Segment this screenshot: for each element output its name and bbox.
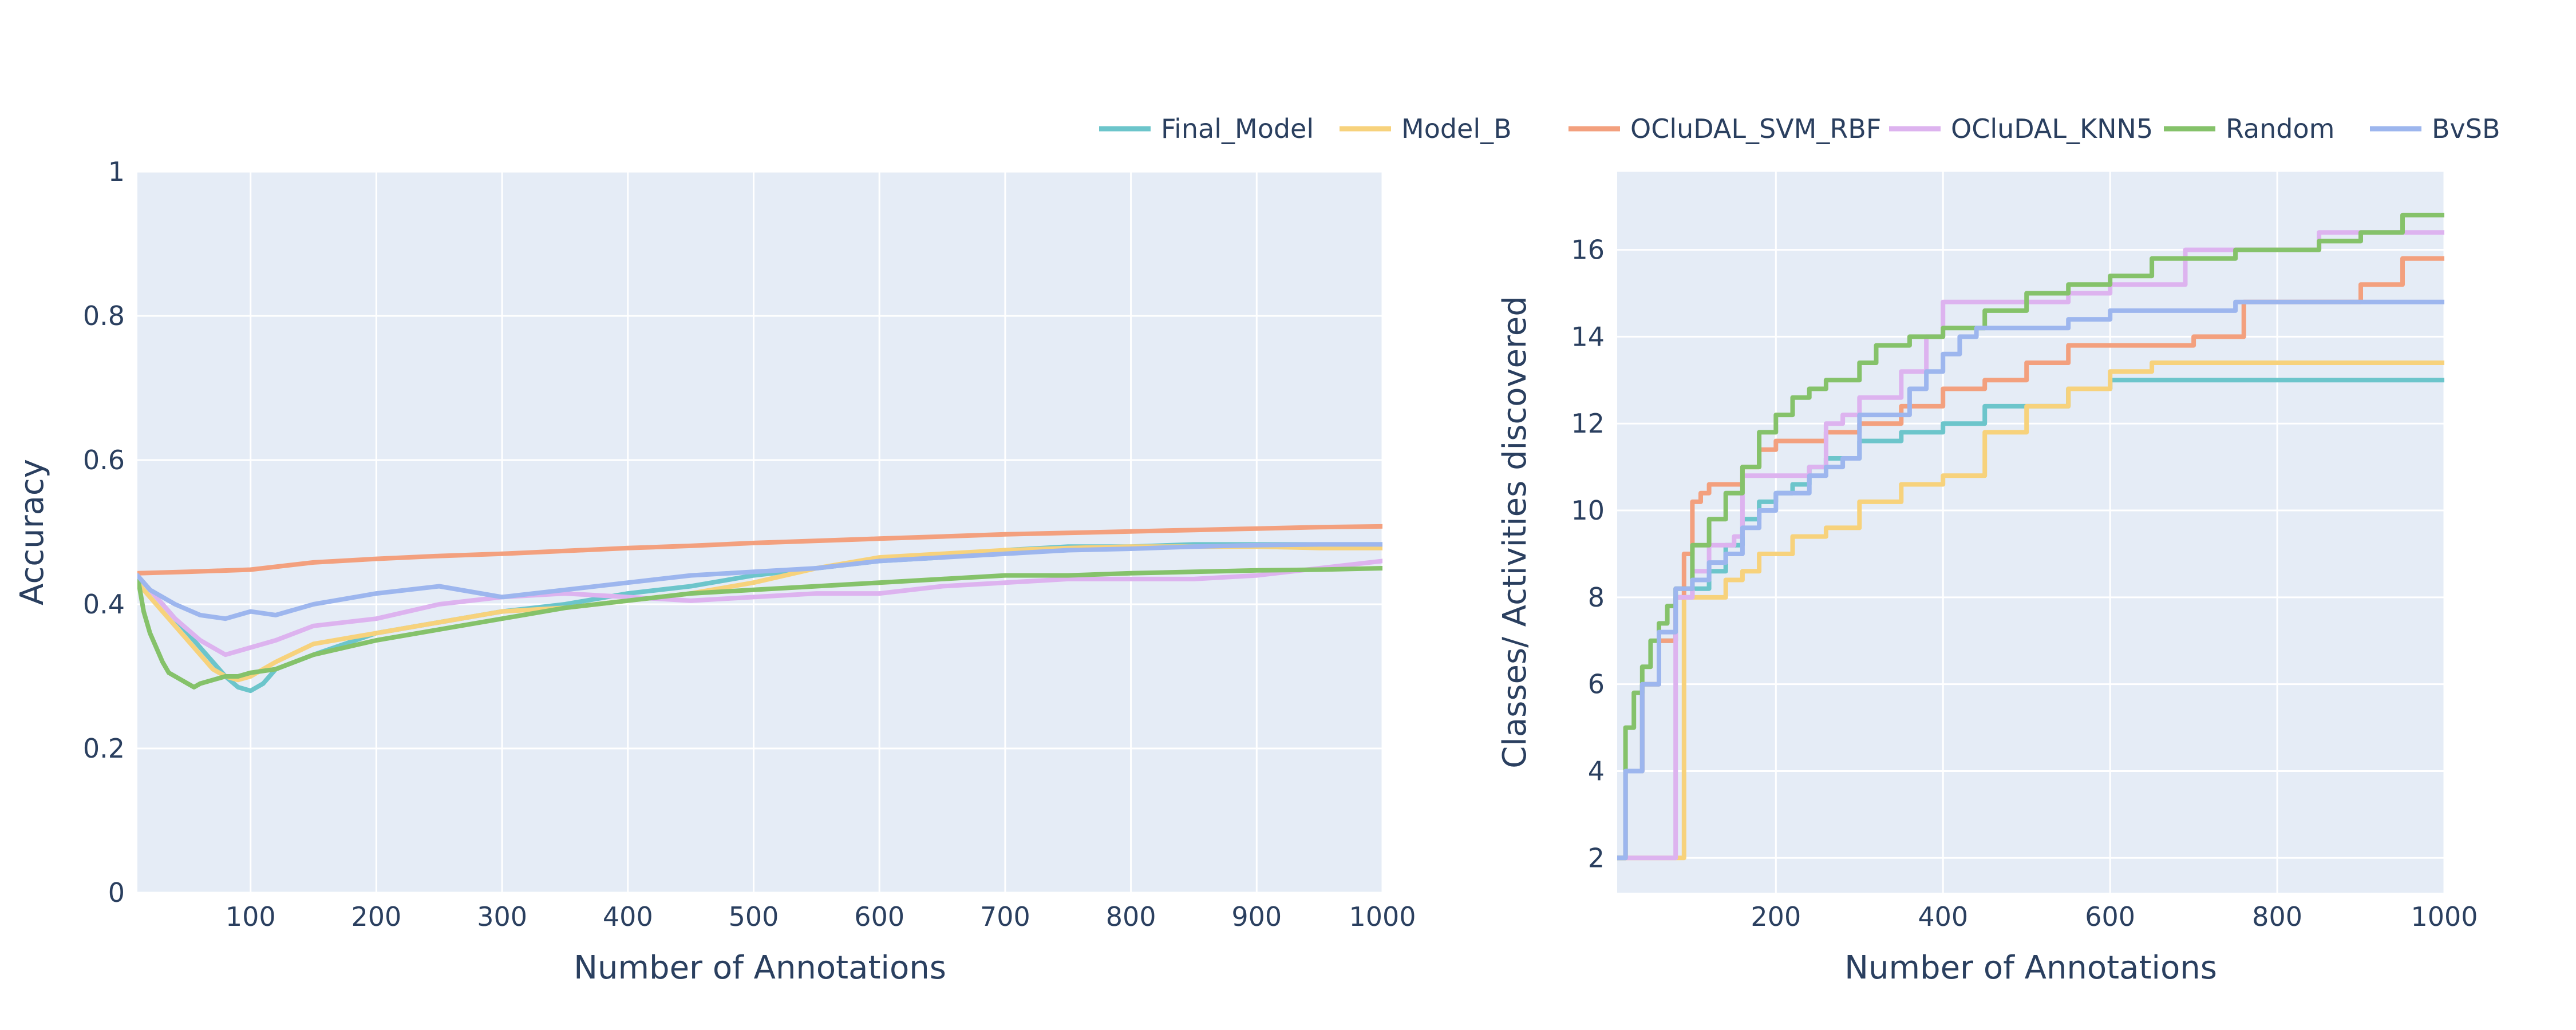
legend: Final_Model Model_B OCluDAL_SVM_RBF OCluDAL… bbox=[1099, 113, 2500, 144]
y-tick-label: 0.8 bbox=[83, 300, 125, 331]
legend-item-model-b[interactable]: Model_B bbox=[1340, 113, 1512, 144]
y-tick-label: 14 bbox=[1571, 321, 1605, 352]
y-tick-label: 10 bbox=[1571, 495, 1605, 526]
x-tick-label: 500 bbox=[729, 901, 779, 932]
series-line-random bbox=[137, 566, 1382, 690]
legend-item-random[interactable]: Random bbox=[2164, 113, 2334, 144]
series-line-bvsb bbox=[137, 542, 1382, 621]
legend-label: Final_Model bbox=[1161, 113, 1314, 144]
y-tick-label: 12 bbox=[1571, 408, 1605, 439]
y-tick-label: 16 bbox=[1571, 235, 1605, 266]
x-tick-label: 400 bbox=[1918, 901, 1968, 932]
y-tick-label: 0.6 bbox=[83, 445, 125, 476]
y-axis-title: Classes/ Activities discovered bbox=[1496, 296, 1534, 768]
legend-label: Random bbox=[2226, 113, 2334, 144]
x-tick-label: 700 bbox=[980, 901, 1030, 932]
y-tick-label: 8 bbox=[1588, 582, 1605, 613]
x-tick-label: 800 bbox=[1106, 901, 1156, 932]
x-tick-label: 1000 bbox=[1349, 901, 1416, 932]
legend-label: Model_B bbox=[1401, 113, 1512, 144]
y-tick-label: 0.4 bbox=[83, 589, 125, 620]
x-tick-label: 100 bbox=[226, 901, 276, 932]
y-axis-title: Accuracy bbox=[14, 459, 51, 605]
legend-label: OCluDAL_SVM_RBF bbox=[1630, 113, 1881, 144]
x-axis-title: Number of Annotations bbox=[1844, 949, 2217, 987]
y-tick-label: 1 bbox=[108, 156, 125, 187]
x-tick-label: 900 bbox=[1231, 901, 1282, 932]
series-line-model-b bbox=[1617, 360, 2444, 861]
y-tick-label: 0 bbox=[108, 877, 125, 908]
x-tick-label: 200 bbox=[1751, 901, 1801, 932]
legend-label: BvSB bbox=[2432, 113, 2500, 144]
x-axis-title: Number of Annotations bbox=[574, 949, 946, 987]
series-line-random bbox=[1617, 212, 2444, 861]
legend-item-final-model[interactable]: Final_Model bbox=[1099, 113, 1314, 144]
legend-label: OCluDAL_KNN5 bbox=[1951, 113, 2153, 144]
series-line-bvsb bbox=[1617, 299, 2444, 861]
x-tick-label: 300 bbox=[477, 901, 527, 932]
x-tick-label: 400 bbox=[603, 901, 653, 932]
legend-item-ocludal-svm-rbf[interactable]: OCluDAL_SVM_RBF bbox=[1568, 113, 1881, 144]
series-line-ocludal-svm-rbf bbox=[137, 524, 1382, 576]
series-line-ocludal-knn5 bbox=[1617, 230, 2444, 861]
x-tick-label: 800 bbox=[2252, 901, 2302, 932]
x-tick-label: 1000 bbox=[2411, 901, 2478, 932]
x-tick-label: 200 bbox=[351, 901, 402, 932]
y-tick-label: 6 bbox=[1588, 669, 1605, 700]
series-line-ocludal-knn5 bbox=[137, 558, 1382, 657]
subplot-classes-discovered: 200 400 600 800 1000 2 4 6 8 10 12 14 16 Number of An… bbox=[1496, 172, 2478, 987]
legend-item-bvsb[interactable]: BvSB bbox=[2370, 113, 2500, 144]
y-tick-label: 2 bbox=[1588, 842, 1605, 873]
legend-item-ocludal-knn5[interactable]: OCluDAL_KNN5 bbox=[1889, 113, 2153, 144]
x-tick-label: 600 bbox=[2085, 901, 2135, 932]
y-tick-label: 0.2 bbox=[83, 733, 125, 764]
x-tick-label: 600 bbox=[854, 901, 904, 932]
subplot-accuracy: 100 200 300 400 500 600 700 800 900 1000 0 0.2 0.4 0.… bbox=[14, 156, 1416, 987]
y-tick-label: 4 bbox=[1588, 755, 1605, 786]
